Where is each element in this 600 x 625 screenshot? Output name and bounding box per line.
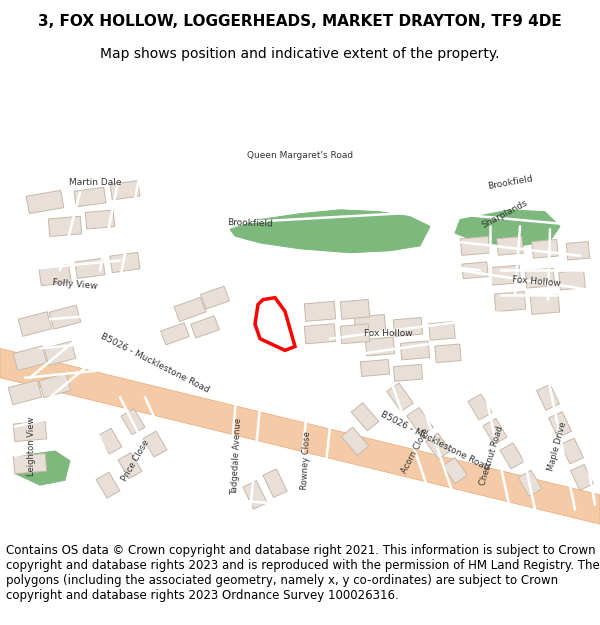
Bar bbox=[500, 443, 524, 469]
Text: Sharplands: Sharplands bbox=[481, 198, 530, 229]
Bar bbox=[361, 359, 389, 376]
Bar bbox=[49, 305, 81, 329]
Bar bbox=[400, 341, 430, 360]
Bar bbox=[497, 237, 523, 255]
Bar bbox=[74, 188, 106, 207]
Bar bbox=[462, 262, 488, 279]
Bar bbox=[85, 210, 115, 229]
Text: 3, FOX HOLLOW, LOGGERHEADS, MARKET DRAYTON, TF9 4DE: 3, FOX HOLLOW, LOGGERHEADS, MARKET DRAYT… bbox=[38, 14, 562, 29]
Bar bbox=[525, 268, 555, 288]
Bar bbox=[435, 344, 461, 362]
Bar bbox=[48, 216, 82, 236]
Bar bbox=[560, 438, 583, 464]
Text: B5026 - Mucklestone Road: B5026 - Mucklestone Road bbox=[379, 410, 491, 472]
Bar bbox=[532, 239, 558, 258]
Bar bbox=[174, 298, 206, 321]
Text: Map shows position and indicative extent of the property.: Map shows position and indicative extent… bbox=[100, 47, 500, 61]
Bar bbox=[263, 469, 287, 498]
Text: Brookfield: Brookfield bbox=[487, 174, 533, 191]
Bar bbox=[44, 341, 76, 366]
Text: Rowney Close: Rowney Close bbox=[300, 431, 312, 490]
Bar bbox=[468, 394, 492, 420]
Bar bbox=[340, 299, 370, 319]
Polygon shape bbox=[230, 210, 430, 252]
Bar bbox=[8, 380, 42, 404]
Bar bbox=[13, 346, 47, 371]
Bar bbox=[110, 181, 140, 200]
Bar bbox=[341, 427, 369, 455]
Bar bbox=[143, 431, 167, 457]
Bar bbox=[18, 312, 52, 336]
Text: Contains OS data © Crown copyright and database right 2021. This information is : Contains OS data © Crown copyright and d… bbox=[6, 544, 600, 602]
Bar bbox=[365, 337, 395, 356]
Bar bbox=[118, 452, 142, 479]
Text: Tadgedale Avenue: Tadgedale Avenue bbox=[230, 417, 244, 494]
Bar bbox=[443, 458, 467, 484]
Bar bbox=[161, 322, 190, 345]
Text: Fox Hollow: Fox Hollow bbox=[511, 276, 560, 289]
Bar bbox=[39, 374, 71, 398]
Text: Brookfield: Brookfield bbox=[227, 218, 273, 229]
Text: Maple Drive: Maple Drive bbox=[546, 421, 568, 472]
Bar bbox=[407, 408, 433, 436]
Bar bbox=[536, 384, 559, 410]
Bar bbox=[340, 324, 370, 344]
Bar bbox=[518, 470, 542, 496]
Bar bbox=[530, 294, 560, 314]
Bar bbox=[191, 316, 220, 338]
Text: B5026 - Mucklestone Road: B5026 - Mucklestone Road bbox=[99, 332, 211, 394]
Bar bbox=[26, 191, 64, 214]
Bar bbox=[494, 291, 526, 312]
Bar bbox=[121, 409, 145, 434]
Text: Folly View: Folly View bbox=[52, 279, 98, 291]
Text: Acorn Close: Acorn Close bbox=[400, 427, 431, 475]
Bar bbox=[110, 253, 140, 272]
Bar bbox=[304, 324, 336, 344]
Bar bbox=[394, 318, 422, 336]
Bar bbox=[96, 472, 120, 498]
Text: Queen Margaret's Road: Queen Margaret's Road bbox=[247, 151, 353, 159]
Bar bbox=[13, 421, 47, 442]
Text: Price Close: Price Close bbox=[119, 438, 151, 483]
Bar bbox=[483, 419, 507, 444]
Polygon shape bbox=[0, 349, 600, 524]
Bar bbox=[386, 383, 413, 411]
Bar bbox=[460, 236, 490, 256]
Bar bbox=[200, 286, 229, 309]
Bar bbox=[429, 321, 455, 340]
Bar bbox=[98, 428, 122, 454]
Bar bbox=[489, 265, 521, 285]
Text: Fox Hollow: Fox Hollow bbox=[364, 329, 412, 338]
Text: Martin Dale: Martin Dale bbox=[69, 178, 121, 187]
Bar bbox=[571, 464, 593, 490]
Text: Chestnut Road: Chestnut Road bbox=[479, 425, 505, 487]
Bar bbox=[355, 314, 386, 334]
Bar bbox=[304, 301, 336, 321]
Bar bbox=[13, 454, 47, 474]
Bar bbox=[559, 270, 585, 290]
Bar bbox=[425, 433, 451, 459]
Text: Leighton View: Leighton View bbox=[28, 416, 37, 476]
Polygon shape bbox=[455, 210, 560, 246]
Bar bbox=[39, 264, 71, 286]
Bar bbox=[351, 402, 379, 431]
Bar bbox=[566, 242, 590, 260]
Bar bbox=[394, 364, 422, 381]
Bar bbox=[548, 412, 571, 437]
Polygon shape bbox=[15, 451, 70, 485]
Bar bbox=[75, 258, 105, 279]
Bar bbox=[243, 481, 267, 509]
